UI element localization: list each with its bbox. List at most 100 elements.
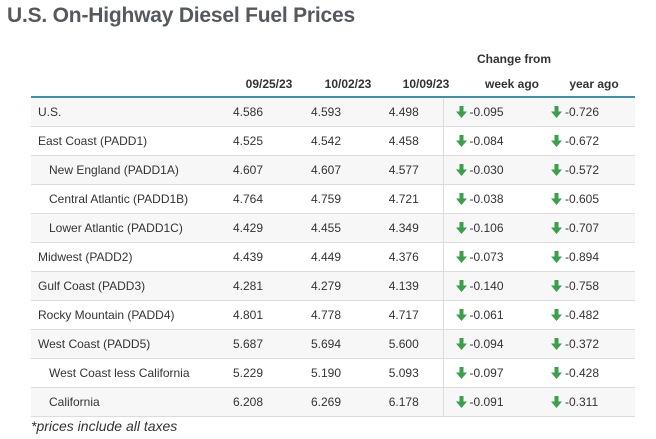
down-arrow-icon: [455, 309, 467, 321]
change-value: -0.311: [565, 395, 599, 409]
price-cell: 4.759: [287, 184, 365, 214]
change-value: -0.758: [565, 279, 600, 293]
change-value: -0.726: [565, 105, 600, 119]
price-cell: 4.139: [365, 271, 443, 301]
region-label: Central Atlantic (PADD1B): [31, 184, 209, 214]
price-cell: 4.577: [365, 155, 443, 185]
column-header-date-2: 10/02/23: [324, 77, 372, 91]
table-row: East Coast (PADD1) 4.525 4.542 4.458 -0.084 -…: [31, 126, 635, 156]
footnote: *prices include all taxes: [31, 418, 178, 434]
change-value: -0.038: [469, 192, 504, 206]
price-cell: 5.600: [365, 329, 443, 359]
down-arrow-icon: [551, 135, 562, 147]
diesel-price-table: U.S. 4.586 4.593 4.498 -0.095 -0.726 East Coas…: [31, 98, 635, 417]
price-cell: 4.607: [287, 155, 365, 185]
price-cell: 4.778: [287, 300, 365, 330]
table-row: Lower Atlantic (PADD1C) 4.429 4.455 4.349 -0…: [31, 213, 635, 243]
price-cell: 4.449: [287, 242, 365, 272]
change-value: -0.094: [469, 337, 504, 351]
change-value: -0.097: [469, 366, 504, 380]
change-week-cell: -0.097: [442, 358, 539, 388]
down-arrow-icon: [455, 396, 467, 408]
change-week-cell: -0.091: [442, 387, 539, 417]
region-label: California: [31, 387, 209, 417]
down-arrow-icon: [455, 367, 467, 379]
price-cell: 4.593: [287, 98, 365, 127]
down-arrow-icon: [455, 106, 467, 118]
region-label: Midwest (PADD2): [31, 242, 209, 272]
change-value: -0.707: [565, 221, 600, 235]
table-row: Rocky Mountain (PADD4) 4.801 4.778 4.717 -0.…: [31, 300, 635, 330]
change-year-cell: -0.311: [539, 387, 635, 417]
change-value: -0.428: [565, 366, 600, 380]
price-cell: 4.721: [365, 184, 443, 214]
table-row: West Coast less California 5.229 5.190 5.09…: [31, 358, 635, 388]
price-cell: 4.717: [365, 300, 443, 330]
column-header-week-ago: week ago: [484, 77, 540, 91]
change-value: -0.372: [565, 337, 600, 351]
change-week-cell: -0.038: [442, 184, 539, 214]
down-arrow-icon: [455, 193, 467, 205]
change-value: -0.091: [469, 395, 504, 409]
down-arrow-icon: [455, 251, 467, 263]
change-value: -0.605: [565, 192, 600, 206]
change-value: -0.106: [469, 221, 504, 235]
region-label: East Coast (PADD1): [31, 126, 209, 156]
column-header-year-ago: year ago: [569, 77, 619, 91]
price-cell: 4.349: [365, 213, 443, 243]
change-week-cell: -0.106: [442, 213, 539, 243]
region-label: West Coast less California: [31, 358, 209, 388]
change-value: -0.572: [565, 163, 600, 177]
down-arrow-icon: [455, 280, 467, 292]
table-row: U.S. 4.586 4.593 4.498 -0.095 -0.726: [31, 98, 635, 127]
change-week-cell: -0.084: [442, 126, 539, 156]
region-label: New England (PADD1A): [31, 155, 209, 185]
change-week-cell: -0.094: [442, 329, 539, 359]
table-row: Midwest (PADD2) 4.439 4.449 4.376 -0.073 -0.8…: [31, 242, 635, 272]
page-title: U.S. On-Highway Diesel Fuel Prices: [7, 4, 355, 27]
change-year-cell: -0.372: [539, 329, 635, 359]
change-value: -0.672: [565, 134, 600, 148]
down-arrow-icon: [551, 164, 562, 176]
region-label: West Coast (PADD5): [31, 329, 209, 359]
change-week-cell: -0.030: [442, 155, 539, 185]
change-year-cell: -0.605: [539, 184, 635, 214]
down-arrow-icon: [551, 338, 562, 350]
price-cell: 5.687: [209, 329, 287, 359]
down-arrow-icon: [455, 164, 467, 176]
price-cell: 4.376: [365, 242, 443, 272]
table-row: West Coast (PADD5) 5.687 5.694 5.600 -0.094 -…: [31, 329, 635, 359]
down-arrow-icon: [551, 367, 562, 379]
price-cell: 4.455: [287, 213, 365, 243]
down-arrow-icon: [551, 309, 562, 321]
down-arrow-icon: [551, 251, 562, 263]
change-value: -0.061: [469, 308, 504, 322]
price-cell: 6.178: [365, 387, 443, 417]
price-cell: 6.208: [209, 387, 287, 417]
price-cell: 4.498: [365, 98, 443, 127]
change-year-cell: -0.894: [539, 242, 635, 272]
region-label: U.S.: [31, 98, 209, 127]
price-cell: 5.694: [287, 329, 365, 359]
change-value: -0.030: [469, 163, 504, 177]
price-cell: 4.458: [365, 126, 443, 156]
change-value: -0.894: [565, 250, 600, 264]
price-cell: 4.429: [209, 213, 287, 243]
price-cell: 4.279: [287, 271, 365, 301]
table-row: Central Atlantic (PADD1B) 4.764 4.759 4.721…: [31, 184, 635, 214]
down-arrow-icon: [551, 396, 562, 408]
down-arrow-icon: [455, 135, 467, 147]
change-value: -0.073: [469, 250, 504, 264]
change-week-cell: -0.095: [442, 98, 539, 127]
change-year-cell: -0.482: [539, 300, 635, 330]
price-cell: 4.542: [287, 126, 365, 156]
change-year-cell: -0.572: [539, 155, 635, 185]
region-label: Gulf Coast (PADD3): [31, 271, 209, 301]
table-row: Gulf Coast (PADD3) 4.281 4.279 4.139 -0.140 -…: [31, 271, 635, 301]
change-year-cell: -0.428: [539, 358, 635, 388]
region-label: Lower Atlantic (PADD1C): [31, 213, 209, 243]
change-week-cell: -0.140: [442, 271, 539, 301]
change-year-cell: -0.726: [539, 98, 635, 127]
change-value: -0.095: [469, 105, 504, 119]
price-cell: 5.229: [209, 358, 287, 388]
